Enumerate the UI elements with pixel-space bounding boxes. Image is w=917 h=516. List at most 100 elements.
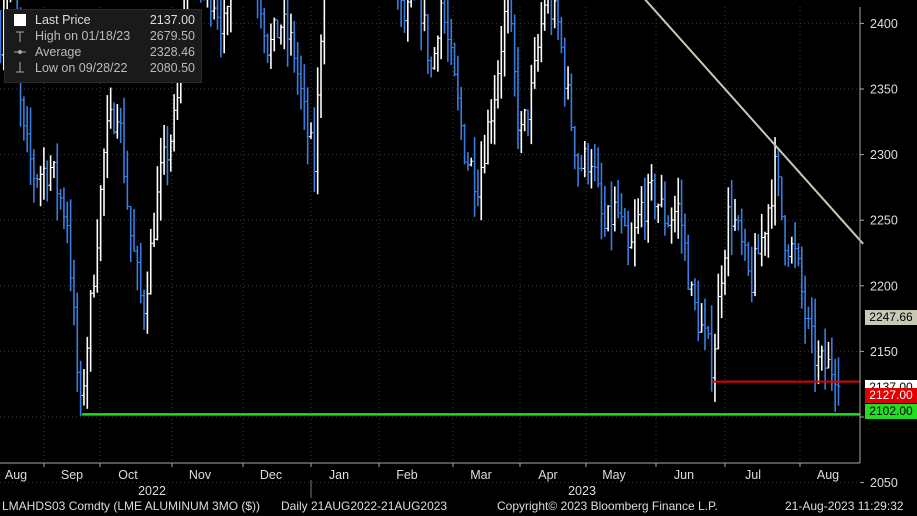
price-bar (212, 0, 217, 20)
price-bar (803, 275, 808, 344)
price-bar (420, 0, 424, 51)
legend-low-value: 2080.50 (149, 61, 195, 75)
price-bar (215, 0, 220, 30)
legend-box: Last Price 2137.00 High on 01/18/23 2679… (4, 9, 202, 83)
price-bar (162, 124, 167, 175)
price-bar (672, 195, 677, 233)
price-bar (766, 204, 771, 258)
price-bar (709, 305, 714, 392)
price-bar (482, 134, 487, 174)
price-bar (298, 55, 303, 110)
y-tick-label: 2050 (870, 476, 898, 490)
price-bar (38, 165, 43, 207)
price-bar (65, 201, 70, 244)
downtrend-line (644, 0, 864, 245)
legend-average: Average 2328.46 (5, 44, 201, 60)
x-month-label: Jun (674, 468, 694, 482)
price-bar (559, 17, 564, 54)
price-bar (272, 17, 277, 52)
price-bar (265, 33, 270, 63)
price-bar (465, 152, 470, 171)
price-bar (322, 0, 326, 65)
price-bar (206, 0, 209, 8)
price-bar (295, 41, 300, 95)
price-bar (462, 123, 467, 165)
y-tick-label: 2250 (870, 214, 898, 228)
price-bar (816, 340, 821, 385)
price-bar (512, 14, 517, 97)
price-bar (606, 205, 611, 232)
price-bar (203, 0, 205, 1)
y-tick-label: 2350 (870, 83, 898, 97)
square-icon (14, 14, 26, 26)
price-bar (612, 186, 617, 232)
x-month-label: Feb (396, 468, 418, 482)
price-bar (519, 111, 524, 154)
x-axis: Aug Sep Oct Nov Dec Jan Feb Mar Apr May Jun Jul Aug 2… (0, 462, 860, 498)
price-bar (469, 157, 474, 167)
x-month-label: Jul (745, 468, 761, 482)
price-bar (400, 0, 404, 28)
price-bar (526, 109, 531, 137)
price-bar (152, 212, 157, 248)
last-price-value-tag: 2137.00 (865, 380, 917, 388)
price-bar (78, 360, 83, 416)
price-bar (35, 174, 40, 188)
price-bar (786, 244, 791, 267)
price-bar (122, 97, 127, 184)
legend-low-label: Low on 09/28/22 (35, 61, 128, 75)
price-bar (172, 94, 177, 152)
price-bar (25, 106, 30, 153)
x-month-label: Aug (5, 468, 27, 482)
price-bar (422, 0, 427, 32)
price-bar (455, 55, 460, 111)
price-bar (101, 148, 106, 216)
price-bar (789, 236, 794, 264)
price-bar (168, 134, 173, 172)
x-month-label: Sep (61, 468, 83, 482)
price-bar (823, 328, 828, 390)
price-bar (706, 325, 711, 339)
price-bar (813, 298, 818, 393)
price-bar (796, 243, 801, 267)
price-bar (275, 19, 280, 39)
price-bar (702, 298, 707, 351)
y-tick-label: 2150 (870, 345, 898, 359)
price-bar (569, 73, 574, 132)
price-bar (763, 231, 768, 256)
y-tick-label: 2300 (870, 148, 898, 162)
legend-low: Low on 09/28/22 2080.50 (5, 60, 201, 76)
price-bar (552, 0, 557, 29)
price-bar (128, 205, 133, 263)
price-bar (145, 271, 150, 334)
price-bar (626, 210, 631, 266)
price-bar (749, 246, 754, 303)
price-bar (409, 0, 412, 8)
price-bar (726, 187, 731, 277)
price-bar (776, 148, 781, 197)
price-bar (629, 222, 634, 249)
price-bar (662, 181, 667, 236)
price-bar (225, 5, 230, 36)
price-bar (712, 333, 717, 402)
y-tick-label: 2200 (870, 279, 898, 293)
price-bar (402, 0, 407, 33)
price-bar (806, 306, 811, 330)
price-bar (439, 0, 444, 60)
price-bar (736, 215, 741, 231)
price-bar (499, 26, 504, 99)
price-bar (599, 162, 604, 240)
price-bar (783, 214, 788, 266)
price-bar (733, 198, 738, 231)
y-axis: 2050215022002250230023502400245025002550… (859, 7, 898, 490)
x-month-label: Nov (189, 468, 212, 482)
trendline-value-tag: 2247.66 (865, 310, 917, 325)
x-month-label: May (602, 468, 626, 482)
price-bar (586, 143, 591, 185)
price-bar (256, 0, 259, 19)
red-support-value-tag: 2127.00 (865, 388, 917, 403)
price-bar (292, 20, 297, 73)
price-bar (592, 143, 597, 182)
price-bar (699, 303, 704, 333)
green-support-value-tag: 2102.00 (865, 404, 917, 419)
